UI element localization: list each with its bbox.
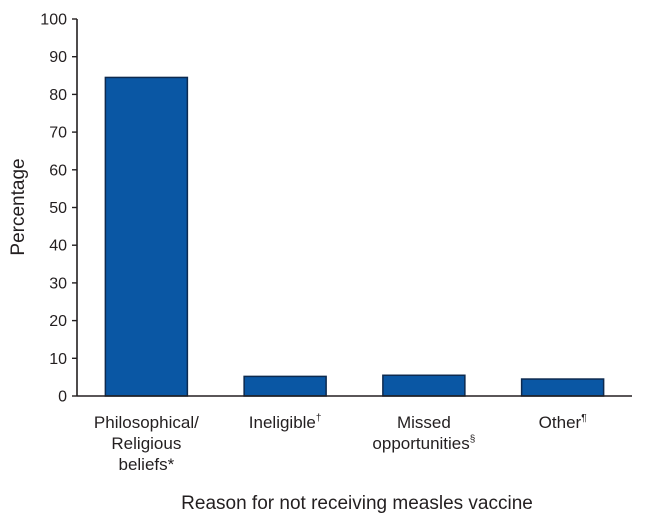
bar: [104, 76, 189, 397]
x-category-label: Other¶: [539, 413, 587, 432]
y-tick-label: 60: [49, 162, 67, 179]
y-tick-label: 80: [49, 87, 67, 104]
y-tick-label: 40: [49, 238, 67, 255]
y-axis-ticks: 0 10 20 30 40 50 60 70 80 90 100: [40, 12, 77, 406]
x-axis-title: Reason for not receiving measles vaccine: [181, 493, 533, 514]
bars-group: [104, 76, 605, 397]
y-tick-label: 20: [49, 313, 67, 330]
x-category-label: Ineligible†: [249, 413, 322, 432]
y-axis-title: Percentage: [8, 158, 29, 255]
y-tick-label: 10: [49, 351, 67, 368]
bar: [520, 378, 605, 397]
y-tick-label: 70: [49, 125, 67, 142]
x-category-label: Missed opportunities§: [372, 413, 475, 453]
y-tick-label: 90: [49, 49, 67, 66]
y-tick-label: 30: [49, 275, 67, 292]
y-tick-label: 0: [58, 389, 67, 406]
bar: [382, 374, 466, 397]
bar: [243, 375, 327, 397]
y-tick-label: 50: [49, 200, 67, 217]
y-tick-label: 100: [40, 12, 67, 29]
x-category-label: Philosophical/Religious beliefs*: [94, 413, 199, 474]
x-axis-category-labels: Philosophical/Religious beliefs* Ineligibl…: [94, 413, 587, 474]
